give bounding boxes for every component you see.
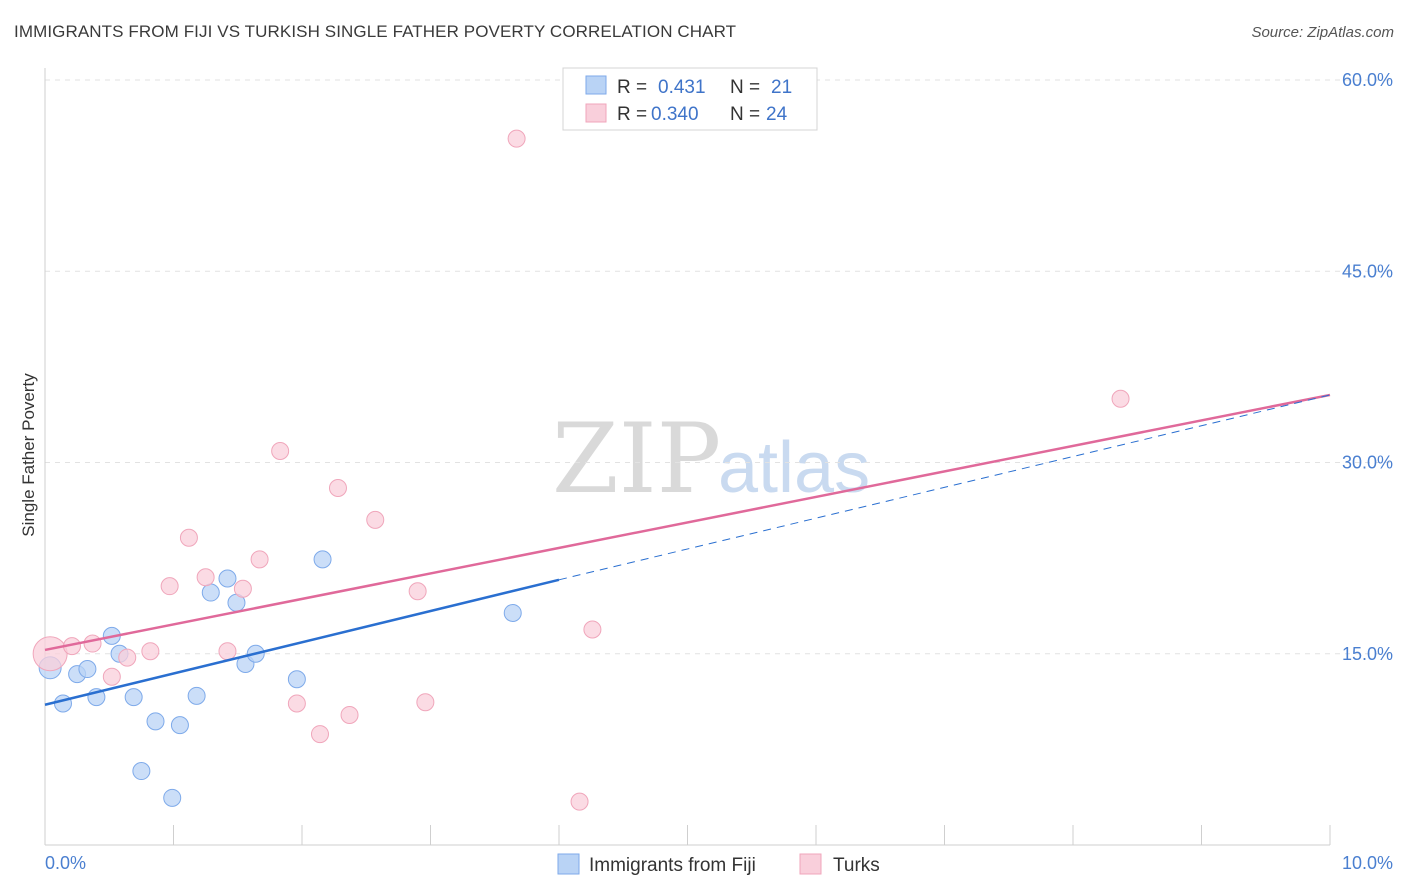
x-axis-ticks <box>173 825 1331 845</box>
legend-n-label-turks: N = <box>730 104 760 125</box>
bottom-legend-swatch-turks <box>799 853 822 875</box>
legend-n-label-fiji: N = <box>730 77 760 98</box>
fiji-point <box>170 716 189 735</box>
fiji-point <box>313 550 332 569</box>
fiji-point <box>218 569 237 588</box>
turks-point <box>287 694 306 713</box>
turks-point <box>179 528 198 547</box>
turks-point <box>1111 389 1130 408</box>
turks-point <box>408 582 427 601</box>
trend-lines <box>44 393 1331 706</box>
y-tick-label-30: 30.0% <box>1342 453 1393 473</box>
turks-point <box>340 705 359 724</box>
turks-point <box>583 620 602 639</box>
bottom-legend-label-fiji: Immigrants from Fiji <box>589 855 756 876</box>
turks-point <box>233 579 252 598</box>
legend-swatch-turks <box>585 103 607 123</box>
legend-n-value-turks: 24 <box>766 104 788 125</box>
turks-point <box>250 550 269 569</box>
legend-r-value-turks: 0.340 <box>651 104 699 125</box>
legend-swatch-fiji <box>585 75 607 95</box>
turks-point <box>416 693 435 712</box>
fiji-point <box>187 686 206 705</box>
bottom-legend-swatch-fiji <box>557 853 580 875</box>
fiji-point <box>287 670 306 689</box>
turks-point <box>570 792 589 811</box>
fiji-point <box>146 712 165 731</box>
legend-r-value-fiji: 0.431 <box>658 77 706 98</box>
turks-point <box>366 510 385 529</box>
y-axis-label: Single Father Poverty <box>19 373 38 537</box>
bottom-legend-label-turks: Turks <box>833 855 880 876</box>
turks-point <box>328 479 347 497</box>
series-legend: Immigrants from Fiji Turks <box>557 853 880 876</box>
turks-point <box>32 636 68 672</box>
legend-n-value-fiji: 21 <box>771 77 792 98</box>
turks-point <box>141 642 160 661</box>
turks-point <box>118 648 137 667</box>
fiji-point <box>132 762 151 781</box>
turks-trend-line <box>44 393 1331 652</box>
turks-point <box>102 667 121 686</box>
legend-r-label-turks: R = <box>617 104 647 125</box>
turks-point <box>310 725 329 744</box>
fiji-trend-extension <box>558 394 1331 581</box>
fiji-point <box>78 660 97 679</box>
y-tick-label-60: 60.0% <box>1342 70 1393 90</box>
watermark-atlas: atlas <box>718 428 870 508</box>
fiji-point <box>503 603 522 622</box>
turks-series <box>32 129 1130 811</box>
turks-point <box>160 577 179 596</box>
fiji-point <box>53 694 72 713</box>
x-tick-label-max: 10.0% <box>1342 853 1393 873</box>
correlation-legend: R = 0.431 N = 21 R = 0.340 N = 24 <box>562 67 818 131</box>
fiji-point <box>163 788 182 807</box>
turks-point <box>507 129 526 148</box>
source-credit: Source: ZipAtlas.com <box>1251 24 1394 41</box>
fiji-trend-line <box>44 578 560 706</box>
y-axis-tick-labels: 15.0% 30.0% 45.0% 60.0% <box>1342 70 1393 664</box>
y-tick-label-15: 15.0% <box>1342 644 1393 664</box>
turks-point <box>83 634 102 653</box>
watermark-zip: ZIP <box>552 403 721 515</box>
gridlines <box>45 79 1393 655</box>
legend-r-label-fiji: R = <box>617 77 647 98</box>
y-tick-label-45: 45.0% <box>1342 261 1393 281</box>
x-tick-label-min: 0.0% <box>45 853 86 873</box>
fiji-point <box>201 583 220 602</box>
turks-point <box>271 442 290 461</box>
turks-point <box>218 642 237 661</box>
fiji-point <box>124 688 143 707</box>
chart-title: IMMIGRANTS FROM FIJI VS TURKISH SINGLE F… <box>14 22 737 41</box>
turks-point <box>196 568 215 587</box>
